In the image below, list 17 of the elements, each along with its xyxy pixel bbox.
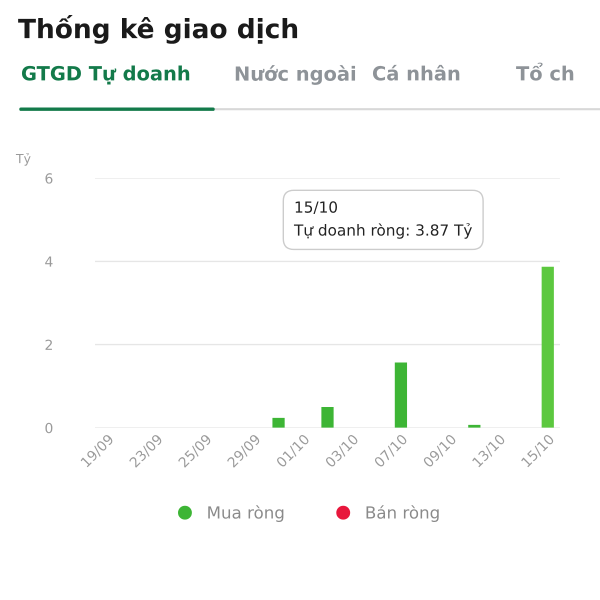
legend-label: Mua ròng <box>208 505 284 522</box>
bar <box>272 418 285 428</box>
legend-label: Bán ròng <box>366 505 439 522</box>
y-tick-label: 0 <box>45 422 52 434</box>
bar <box>321 407 334 428</box>
text: Tổ ch <box>516 62 574 81</box>
text: GTGD Tự doanh <box>22 66 190 84</box>
annotation: 15/10 Tự doanh ròng: 3.87 Tỷ <box>294 201 472 239</box>
y-tick-label: 2 <box>46 340 52 350</box>
y-tick-label: 6 <box>45 173 52 184</box>
y-tick-label: 4 <box>45 256 53 267</box>
text: Cá nhân <box>372 64 460 81</box>
bar <box>394 362 408 428</box>
text: Nước ngoài <box>236 65 356 85</box>
chart-title: Thống kê giao dịch <box>18 15 298 44</box>
bar <box>542 266 554 428</box>
y-axis-title: Tỷ <box>16 152 31 166</box>
